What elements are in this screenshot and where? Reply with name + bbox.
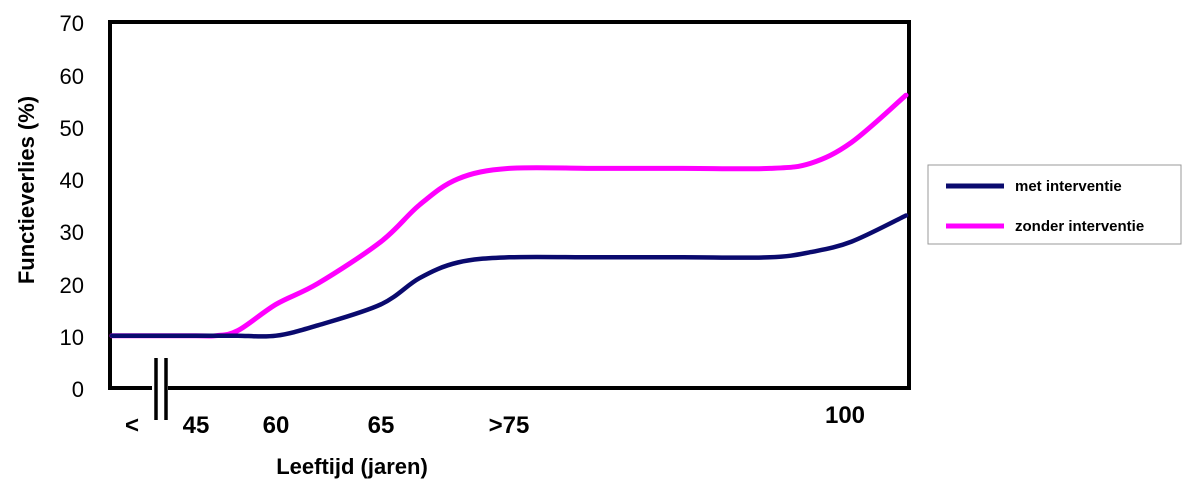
series-line-zonder-interventie (109, 92, 909, 339)
x-tick-label: 45 (183, 412, 210, 439)
axis-break-mark (152, 358, 168, 420)
x-tick-label: >75 (489, 412, 530, 439)
x-tick-label: < (125, 412, 139, 439)
y-tick-label: 20 (60, 273, 84, 298)
y-tick-label: 70 (60, 11, 84, 36)
legend-label: zonder interventie (1015, 218, 1144, 235)
x-tick-label: 100 (825, 402, 865, 429)
series-layer (109, 92, 909, 339)
y-tick-label: 30 (60, 220, 84, 245)
y-tick-label: 40 (60, 168, 84, 193)
legend-box (927, 164, 1182, 245)
y-axis-ticks: 0 10 20 30 40 50 60 70 (60, 11, 84, 402)
x-axis-ticks: < 45 60 65 >75 100 (125, 402, 865, 439)
legend-label: met interventie (1015, 178, 1122, 195)
y-axis-title: Functieverlies (%) (14, 96, 39, 284)
legend: met interventie zonder interventie (927, 164, 1182, 245)
plot-frame (108, 20, 911, 390)
x-tick-label: 60 (263, 412, 290, 439)
series-line-met-interventie (109, 213, 909, 339)
y-tick-label: 10 (60, 325, 84, 350)
y-tick-label: 60 (60, 64, 84, 89)
x-axis-title: Leeftijd (jaren) (276, 454, 428, 479)
y-tick-label: 0 (72, 377, 84, 402)
y-tick-label: 50 (60, 116, 84, 141)
x-tick-label: 65 (368, 412, 395, 439)
